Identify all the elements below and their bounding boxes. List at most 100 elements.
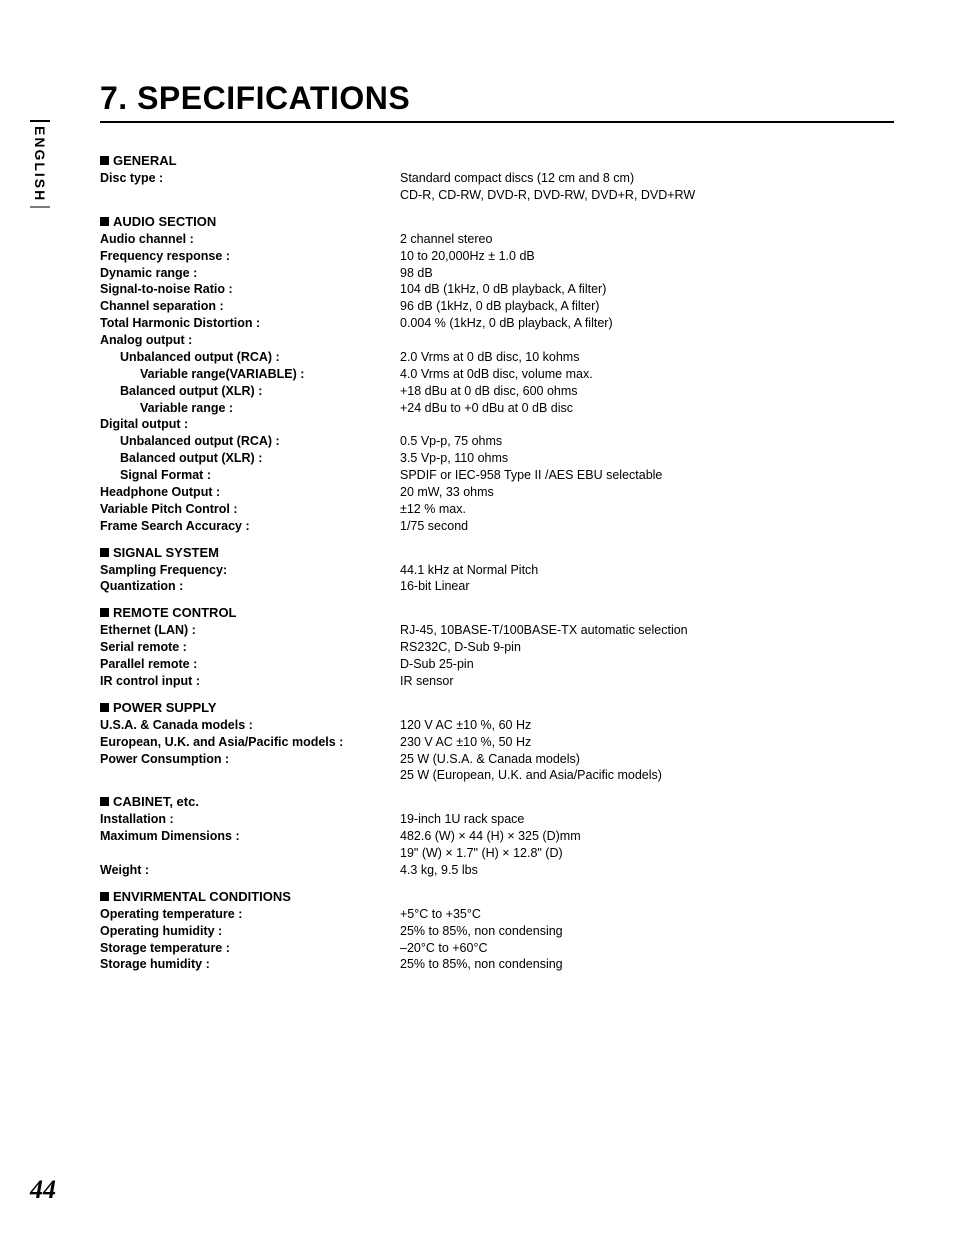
- spec-label-cell: Audio channel :: [100, 231, 400, 248]
- spec-label-cell: Disc type :: [100, 170, 400, 187]
- spec-label-cell: Variable Pitch Control :: [100, 501, 400, 518]
- spec-label-cell: Operating humidity :: [100, 923, 400, 940]
- square-bullet-icon: [100, 217, 109, 226]
- language-tab: ENGLISH: [30, 120, 50, 208]
- spec-value: 0.004 % (1kHz, 0 dB playback, A filter): [400, 315, 894, 332]
- spec-label-cell: Frame Search Accuracy :: [100, 518, 400, 535]
- spec-label: IR control input :: [100, 674, 200, 688]
- spec-value: 44.1 kHz at Normal Pitch: [400, 562, 894, 579]
- spec-label: Headphone Output :: [100, 485, 220, 499]
- spec-value: RS232C, D-Sub 9-pin: [400, 639, 894, 656]
- spec-label-cell: Headphone Output :: [100, 484, 400, 501]
- spec-label: Unbalanced output (RCA) :: [120, 434, 280, 448]
- spec-label-cell: Analog output :: [100, 332, 400, 349]
- spec-row: Storage temperature :–20°C to +60°C: [100, 940, 894, 957]
- page-container: ENGLISH 7. SPECIFICATIONS GENERALDisc ty…: [0, 0, 954, 1235]
- spec-label-cell: Serial remote :: [100, 639, 400, 656]
- spec-row: Disc type :Standard compact discs (12 cm…: [100, 170, 894, 187]
- spec-row: Balanced output (XLR) :+18 dBu at 0 dB d…: [100, 383, 894, 400]
- spec-row: Headphone Output :20 mW, 33 ohms: [100, 484, 894, 501]
- spec-label-cell: Operating temperature :: [100, 906, 400, 923]
- spec-value: +5°C to +35°C: [400, 906, 894, 923]
- spec-row: Maximum Dimensions :482.6 (W) × 44 (H) ×…: [100, 828, 894, 845]
- spec-label-cell: European, U.K. and Asia/Pacific models :: [100, 734, 400, 751]
- spec-label-cell: Quantization :: [100, 578, 400, 595]
- spec-value: 4.3 kg, 9.5 lbs: [400, 862, 894, 879]
- section-header: REMOTE CONTROL: [100, 605, 894, 620]
- spec-value: 19" (W) × 1.7" (H) × 12.8" (D): [400, 845, 894, 862]
- spec-label: Variable range(VARIABLE) :: [140, 367, 304, 381]
- spec-row: Variable range : +24 dBu to +0 dBu at 0 d…: [100, 400, 894, 417]
- section-header-text: AUDIO SECTION: [113, 214, 216, 229]
- spec-label: Installation :: [100, 812, 174, 826]
- spec-row: Analog output :: [100, 332, 894, 349]
- spec-label-cell: Ethernet (LAN) :: [100, 622, 400, 639]
- spec-value: CD-R, CD-RW, DVD-R, DVD-RW, DVD+R, DVD+R…: [400, 187, 894, 204]
- spec-value: ±12 % max.: [400, 501, 894, 518]
- spec-row: Sampling Frequency:44.1 kHz at Normal Pi…: [100, 562, 894, 579]
- square-bullet-icon: [100, 608, 109, 617]
- spec-label: Serial remote :: [100, 640, 187, 654]
- spec-value: Standard compact discs (12 cm and 8 cm): [400, 170, 894, 187]
- spec-label-cell: Installation :: [100, 811, 400, 828]
- spec-label: Storage humidity :: [100, 957, 210, 971]
- spec-value: 19-inch 1U rack space: [400, 811, 894, 828]
- spec-label-cell: Maximum Dimensions :: [100, 828, 400, 845]
- spec-value: 230 V AC ±10 %, 50 Hz: [400, 734, 894, 751]
- spec-section: ENVIRMENTAL CONDITIONS Operating temperat…: [100, 889, 894, 974]
- spec-label-cell: Dynamic range :: [100, 265, 400, 282]
- spec-label-cell: Signal-to-noise Ratio :: [100, 281, 400, 298]
- spec-label-cell: IR control input :: [100, 673, 400, 690]
- spec-value: –20°C to +60°C: [400, 940, 894, 957]
- spec-label-cell: Balanced output (XLR) :: [100, 450, 400, 467]
- spec-label-cell: [100, 767, 400, 784]
- spec-label-cell: U.S.A. & Canada models :: [100, 717, 400, 734]
- spec-label: Parallel remote :: [100, 657, 197, 671]
- square-bullet-icon: [100, 703, 109, 712]
- square-bullet-icon: [100, 892, 109, 901]
- spec-value: 10 to 20,000Hz ± 1.0 dB: [400, 248, 894, 265]
- spec-row: Channel separation :96 dB (1kHz, 0 dB pl…: [100, 298, 894, 315]
- spec-label-cell: Variable range(VARIABLE) :: [100, 366, 400, 383]
- spec-label: Signal-to-noise Ratio :: [100, 282, 233, 296]
- spec-label: Analog output :: [100, 333, 192, 347]
- spec-value: 1/75 second: [400, 518, 894, 535]
- spec-row: Storage humidity :25% to 85%, non conden…: [100, 956, 894, 973]
- spec-row: Digital output :: [100, 416, 894, 433]
- spec-value: +18 dBu at 0 dB disc, 600 ohms: [400, 383, 894, 400]
- spec-row: 25 W (European, U.K. and Asia/Pacific mo…: [100, 767, 894, 784]
- section-header-text: ENVIRMENTAL CONDITIONS: [113, 889, 291, 904]
- section-header: GENERAL: [100, 153, 894, 168]
- square-bullet-icon: [100, 156, 109, 165]
- spec-section: CABINET, etc.Installation :19-inch 1U ra…: [100, 794, 894, 879]
- spec-label: Signal Format :: [120, 468, 211, 482]
- spec-value: +24 dBu to +0 dBu at 0 dB disc: [400, 400, 894, 417]
- spec-label: Variable range :: [140, 401, 233, 415]
- spec-value: 25% to 85%, non condensing: [400, 923, 894, 940]
- spec-label-cell: Frequency response :: [100, 248, 400, 265]
- spec-label: Operating humidity :: [100, 924, 222, 938]
- spec-value: [400, 332, 894, 349]
- section-header-text: SIGNAL SYSTEM: [113, 545, 219, 560]
- spec-row: Unbalanced output (RCA) :2.0 Vrms at 0 d…: [100, 349, 894, 366]
- spec-label: U.S.A. & Canada models :: [100, 718, 253, 732]
- spec-value: [400, 416, 894, 433]
- spec-row: Balanced output (XLR) :3.5 Vp-p, 110 ohm…: [100, 450, 894, 467]
- spec-value: 16-bit Linear: [400, 578, 894, 595]
- spec-label: Ethernet (LAN) :: [100, 623, 196, 637]
- spec-label-cell: Weight :: [100, 862, 400, 879]
- spec-sections: GENERAL Disc type :Standard compact discs…: [100, 153, 894, 973]
- spec-row: Parallel remote :D-Sub 25-pin: [100, 656, 894, 673]
- spec-label-cell: Power Consumption :: [100, 751, 400, 768]
- spec-label-cell: Balanced output (XLR) :: [100, 383, 400, 400]
- spec-row: Dynamic range :98 dB: [100, 265, 894, 282]
- spec-label-cell: Channel separation :: [100, 298, 400, 315]
- spec-section: AUDIO SECTION Audio channel :2 channel st…: [100, 214, 894, 535]
- spec-value: 482.6 (W) × 44 (H) × 325 (D)mm: [400, 828, 894, 845]
- spec-value: 0.5 Vp-p, 75 ohms: [400, 433, 894, 450]
- spec-label-cell: Storage humidity :: [100, 956, 400, 973]
- spec-row: Operating humidity : 25% to 85%, non cond…: [100, 923, 894, 940]
- spec-row: Audio channel :2 channel stereo: [100, 231, 894, 248]
- spec-value: 25 W (U.S.A. & Canada models): [400, 751, 894, 768]
- spec-label: Audio channel :: [100, 232, 194, 246]
